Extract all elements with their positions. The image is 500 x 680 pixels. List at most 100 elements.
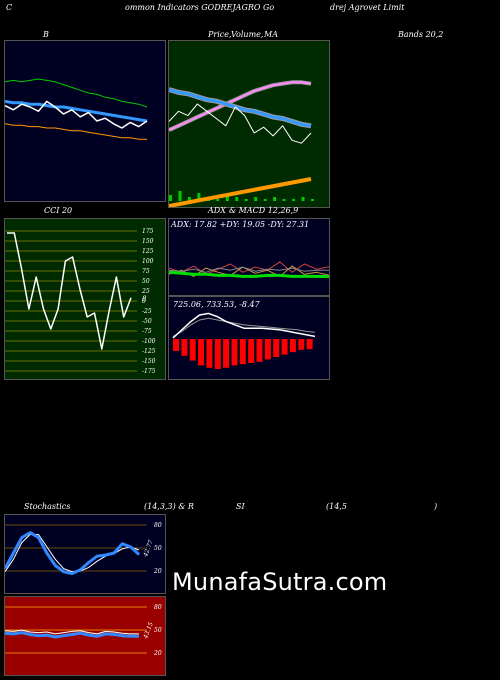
bollinger-chart	[5, 41, 165, 201]
macd-histogram-bar	[231, 339, 238, 366]
macd-histogram-bar	[239, 339, 246, 365]
stochastics-panel: 80 50 20 42.77	[4, 514, 166, 594]
adx-bg	[169, 219, 329, 295]
macd-histogram-bar	[264, 339, 271, 360]
macd-histogram-bar	[298, 339, 305, 350]
rsi-bg	[5, 597, 165, 675]
ma-slow-line	[169, 81, 312, 132]
macd-line	[172, 312, 316, 339]
rsi-tick-label: 80	[154, 604, 162, 611]
macd-histogram-bar	[206, 339, 213, 368]
cci-tick-label: -75	[142, 328, 152, 335]
pma-title-ma: MA	[264, 30, 278, 39]
header-part-1: C	[6, 3, 13, 12]
adx-panel: ADX: 17.82 +DY: 19.05 -DY: 27.31	[168, 218, 330, 296]
price-line	[169, 103, 312, 144]
rsi-panel: 80 50 20 43.15	[4, 596, 166, 676]
stoch-params: (14,3,3) & R	[144, 502, 194, 511]
macd-histogram-bar	[256, 339, 263, 362]
header-part-3: drej Agrovet Limit	[330, 3, 405, 12]
cci-tick-label: -125	[142, 348, 156, 355]
cci-tick-label: 100	[142, 258, 154, 265]
macd-histogram-bar	[248, 339, 255, 363]
stochastics-tick-label: 20	[153, 568, 162, 575]
cci-tick-label: 150	[142, 238, 154, 245]
macd-chart	[169, 297, 329, 379]
bollinger-upper-line	[5, 78, 148, 108]
cci-chart: 175 150 125 100 75 50 25 0 -25 -50 -75 -100 -125 -150…	[5, 219, 165, 379]
bollinger-lower-line	[5, 123, 147, 140]
macd-histogram-bar	[281, 339, 288, 355]
stoch-title: Stochastics	[24, 502, 71, 511]
macd-histogram-bar	[181, 339, 188, 356]
volume-bar	[254, 197, 258, 201]
volume-bar	[244, 199, 248, 201]
cci-tick-label: 125	[142, 248, 154, 255]
macd-histogram-bar	[223, 339, 230, 368]
rsi-tick-label: 50	[154, 627, 162, 634]
pma-title-volume: Volume,	[231, 30, 264, 39]
stochastics-tick-label: 80	[154, 522, 162, 529]
rsi-title: SI	[236, 502, 245, 511]
rsi-params-close: )	[434, 502, 438, 511]
watermark: MunafaSutra.com	[172, 568, 388, 596]
volume-bar	[282, 199, 286, 201]
volume-bar	[169, 195, 172, 201]
macd-histogram-bar	[173, 339, 179, 351]
macd-signal-line	[172, 317, 316, 337]
cci-tick-label: -150	[142, 358, 156, 365]
cci-tick-label: 75	[142, 268, 150, 275]
volume-bar	[301, 197, 305, 201]
adx-line	[169, 270, 329, 279]
volume-bar	[178, 191, 182, 201]
ma-fast-line	[169, 88, 312, 128]
cci-tick-label: -175	[142, 368, 156, 375]
macd-histogram-bar	[289, 339, 296, 353]
macd-histogram-bar	[306, 339, 313, 350]
bollinger-panel	[4, 40, 166, 202]
volume-bar	[311, 199, 314, 201]
cci-panel: 175 150 125 100 75 50 25 0 -25 -50 -75 -100 -125 -150…	[4, 218, 166, 380]
volume-bar	[216, 199, 220, 201]
macd-readout: 725.06, 733.53, -8.47	[173, 300, 260, 309]
cci-tick-label: 50	[142, 278, 150, 285]
cci-tick-label: 25	[141, 288, 150, 295]
rsi-line	[5, 631, 140, 639]
rsi-params: (14,5	[326, 502, 347, 511]
price-ma-chart	[169, 41, 329, 207]
cci-bg	[5, 219, 165, 379]
rsi-aux-line	[5, 629, 139, 635]
price-ma-panel	[168, 40, 330, 208]
adx-chart	[169, 219, 329, 295]
stochastics-k-line	[5, 531, 141, 576]
rsi-tick-label: 20	[153, 650, 162, 657]
volume-bar	[235, 197, 239, 201]
adx-aux-line	[169, 266, 329, 273]
cci-tick-label: 0	[142, 298, 146, 305]
bollinger-price-line	[5, 100, 148, 129]
volume-bar	[197, 193, 201, 201]
stochastics-bg	[5, 515, 165, 593]
volume-bar	[263, 199, 267, 201]
volume-bar	[273, 197, 277, 201]
cci-tick-label: -50	[142, 318, 152, 325]
macd-histogram-bar	[198, 339, 205, 366]
stochastics-tick-label: 50	[154, 545, 162, 552]
macd-histogram-bar	[189, 339, 196, 361]
bollinger-middle-line	[5, 99, 148, 123]
cci-title: CCI 20	[44, 206, 73, 215]
header-part-2: ommon Indicators GODREJAGRO Go	[125, 3, 275, 12]
cci-tick-label: -100	[142, 338, 156, 345]
volume-bar	[187, 197, 191, 201]
adx-readout: ADX: 17.82 +DY: 19.05 -DY: 27.31	[171, 220, 310, 229]
cci-tick-label: -25	[142, 308, 152, 315]
bb-title: B	[43, 30, 49, 39]
cci-tick-label: 175	[142, 228, 154, 235]
macd-panel: 725.06, 733.53, -8.47	[168, 296, 330, 380]
pma-title-price: Price,	[208, 30, 232, 39]
bands-label: Bands 20,2	[398, 30, 444, 39]
adx-title: ADX	[208, 206, 226, 215]
cci-last-label: 8	[142, 295, 147, 303]
